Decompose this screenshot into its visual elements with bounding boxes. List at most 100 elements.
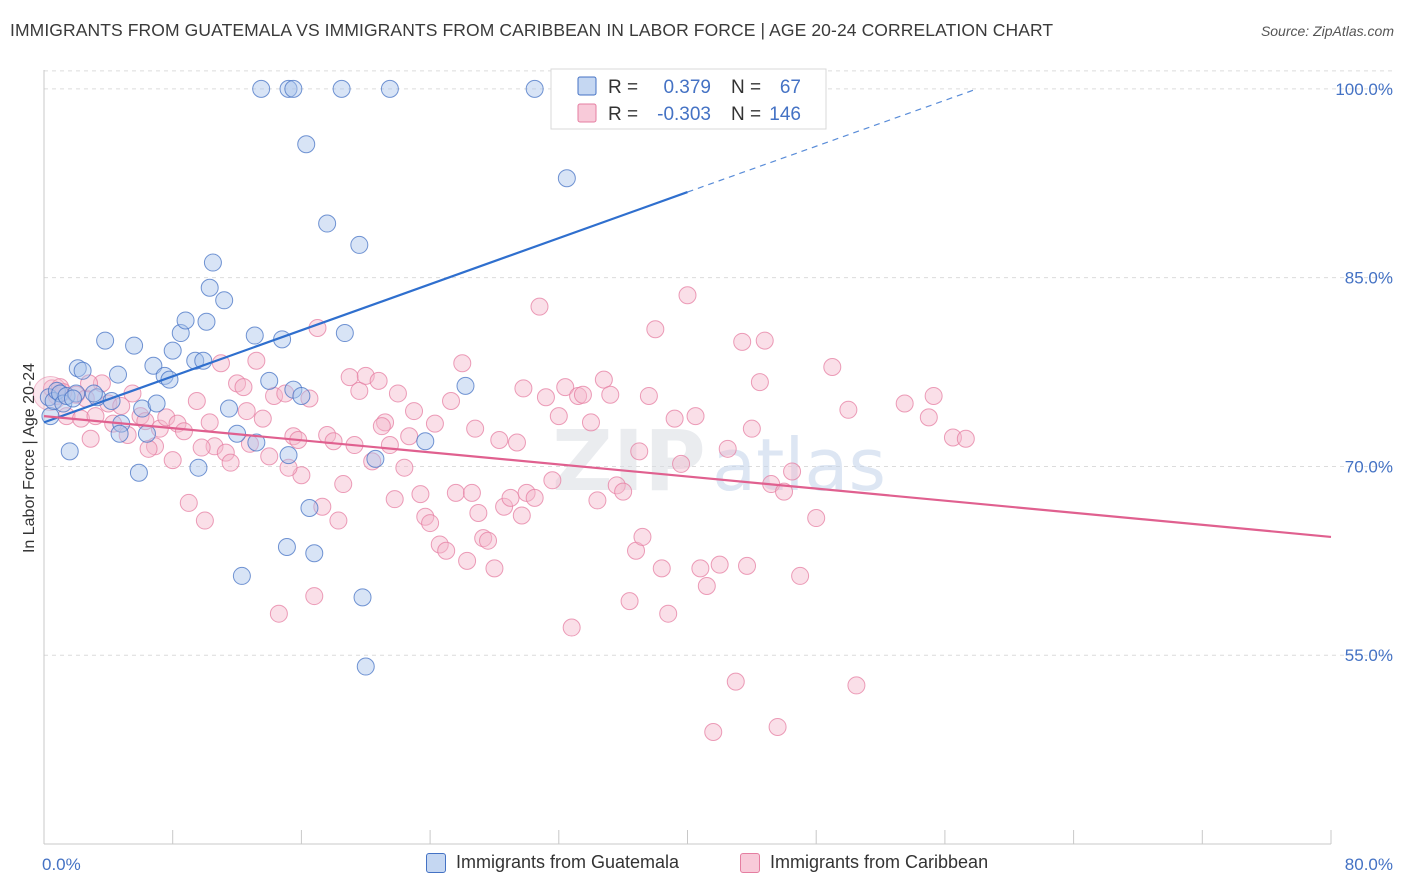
guatemala-point [96, 331, 115, 350]
guatemala-point [245, 326, 264, 345]
guatemala-point [279, 446, 298, 465]
guatemala-point [279, 79, 298, 98]
caribbean-point [437, 541, 456, 560]
legend-r-label-blue: R = [608, 77, 638, 98]
trendlines [43, 88, 1332, 539]
caribbean-point [466, 419, 485, 438]
guatemala-point [68, 359, 87, 378]
chart-title: IMMIGRANTS FROM GUATEMALA VS IMMIGRANTS … [10, 20, 1054, 40]
caribbean-point [659, 604, 678, 623]
caribbean-point [549, 407, 568, 426]
guatemala-point [73, 361, 92, 380]
caribbean-point [205, 437, 224, 456]
caribbean-point [305, 587, 324, 606]
caribbean-point [601, 385, 620, 404]
caribbean-point [738, 556, 757, 575]
caribbean-trendline [43, 415, 1332, 539]
caribbean-point [458, 551, 477, 570]
caribbean-point [112, 397, 131, 416]
guatemala-point [163, 341, 182, 360]
guatemala-trendline-extension [687, 88, 978, 193]
caribbean-point [363, 452, 382, 471]
caribbean-point [430, 535, 449, 554]
guatemala-point [300, 498, 319, 517]
caribbean-point [187, 391, 206, 410]
y-tick-label: 70.0% [1345, 457, 1393, 476]
caribbean-point [395, 458, 414, 477]
guatemala-point [247, 433, 266, 452]
caribbean-point [372, 417, 391, 436]
caribbean-point [733, 332, 752, 351]
guatemala-point [109, 365, 128, 384]
caribbean-point [388, 384, 407, 403]
caribbean-point [234, 378, 253, 397]
guatemala-point [176, 311, 195, 330]
guatemala-point [284, 79, 303, 98]
caribbean-point [313, 497, 332, 516]
guatemala-point [60, 442, 79, 461]
caribbean-point [495, 497, 514, 516]
caribbean-point [791, 566, 810, 585]
guatemala-point [297, 135, 316, 154]
caribbean-point [697, 577, 716, 595]
caribbean-point [823, 358, 842, 377]
caribbean-point [425, 414, 444, 433]
caribbean-point [324, 432, 343, 451]
caribbean-point [839, 400, 858, 419]
guatemala-point [232, 566, 251, 585]
guatemala-point [137, 424, 156, 443]
caribbean-point [718, 439, 737, 458]
guatemala-point [366, 449, 385, 468]
guatemala-point [252, 79, 271, 98]
guatemala-point [220, 399, 239, 418]
y-tick-label: 55.0% [1345, 646, 1393, 665]
caribbean-point [750, 373, 769, 392]
caribbean-point [195, 511, 214, 530]
guatemala-trendline [43, 191, 688, 424]
caribbean-point [329, 511, 348, 530]
caribbean-point [956, 429, 975, 448]
guatemala-point [125, 336, 144, 355]
legend-swatch-blue [577, 76, 597, 96]
guatemala-point [215, 291, 234, 310]
source-note: Source: ZipAtlas.com [1260, 23, 1394, 39]
guatemala-point [456, 376, 475, 395]
guatemala-point [350, 235, 369, 254]
caribbean-point [594, 370, 613, 389]
caribbean-points [32, 286, 975, 741]
caribbean-point [421, 514, 440, 533]
caribbean-point [442, 391, 461, 410]
x-tick-label-end: 80.0% [1345, 855, 1393, 874]
caribbean-point [485, 559, 504, 578]
caribbean-point [614, 482, 633, 501]
caribbean-point [340, 368, 359, 387]
guatemala-points [39, 79, 673, 676]
caribbean-point [350, 381, 369, 400]
caribbean-point [179, 493, 198, 512]
guatemala-point [133, 399, 152, 418]
caribbean-point [704, 722, 723, 741]
caribbean-point [943, 428, 962, 447]
guatemala-point [197, 312, 216, 331]
caribbean-point [768, 717, 787, 736]
caribbean-point [81, 429, 100, 448]
legend-r-value-pink: -0.303 [657, 104, 711, 125]
caribbean-point [543, 471, 562, 490]
caribbean-point [405, 402, 424, 421]
guatemala-point [67, 384, 86, 403]
caribbean-point [400, 427, 419, 446]
caribbean-point [783, 462, 802, 481]
caribbean-point [726, 672, 745, 691]
caribbean-point [710, 555, 729, 574]
caribbean-point [157, 408, 176, 427]
guatemala-point [353, 588, 372, 607]
legend-n-value-blue: 67 [780, 77, 801, 98]
caribbean-point [530, 297, 549, 316]
watermark-zip: ZIP [552, 412, 706, 510]
caribbean-point [479, 531, 498, 550]
caribbean-point [200, 413, 219, 432]
guatemala-point [277, 537, 296, 556]
x-tick-label-start: 0.0% [42, 855, 81, 874]
guatemala-swatch [426, 852, 446, 873]
guatemala-point [305, 544, 324, 563]
